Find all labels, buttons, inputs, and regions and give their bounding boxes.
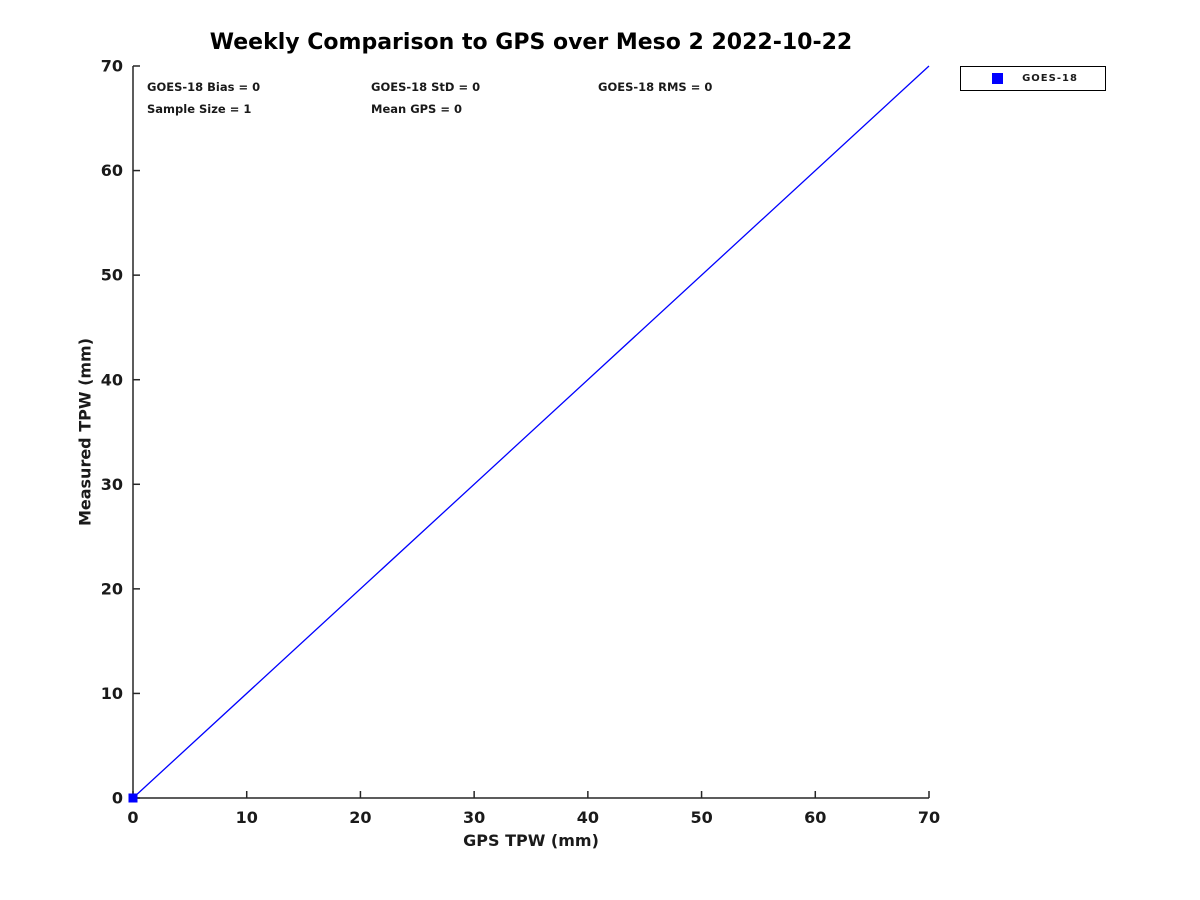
- stat-mean-gps-label: Mean GPS = 0: [371, 102, 462, 116]
- y-tick-label: 0: [112, 789, 123, 808]
- legend-square-marker-icon: [992, 73, 1003, 84]
- stat-std-label: GOES-18 StD = 0: [371, 80, 481, 94]
- y-tick-label: 20: [101, 579, 123, 598]
- identity-line: [132, 65, 930, 799]
- stat-bias-label: GOES-18 Bias = 0: [147, 80, 261, 94]
- y-tick-label: 50: [101, 266, 123, 285]
- x-tick-label: 50: [690, 808, 712, 827]
- y-tick-label: 40: [101, 370, 123, 389]
- legend: GOES-18: [960, 66, 1106, 91]
- stat-sample-size-label: Sample Size = 1: [147, 102, 252, 116]
- y-tick-label: 60: [101, 161, 123, 180]
- y-tick-label: 70: [101, 57, 123, 76]
- chart-title: Weekly Comparison to GPS over Meso 2 202…: [209, 30, 853, 55]
- y-tick-label: 30: [101, 475, 123, 494]
- x-tick-label: 10: [236, 808, 258, 827]
- x-tick-label: 0: [127, 808, 138, 827]
- y-tick-label: 10: [101, 684, 123, 703]
- x-axis-label: GPS TPW (mm): [463, 831, 599, 850]
- x-tick-label: 20: [349, 808, 371, 827]
- y-axis-label: Measured TPW (mm): [75, 337, 95, 527]
- legend-entry-label: GOES-18: [1022, 73, 1078, 84]
- x-tick-label: 70: [918, 808, 940, 827]
- x-tick-label: 30: [463, 808, 485, 827]
- x-tick-label: 60: [804, 808, 826, 827]
- x-tick-label: 40: [577, 808, 599, 827]
- stat-rms-label: GOES-18 RMS = 0: [598, 80, 713, 94]
- data-point-marker: [128, 793, 138, 803]
